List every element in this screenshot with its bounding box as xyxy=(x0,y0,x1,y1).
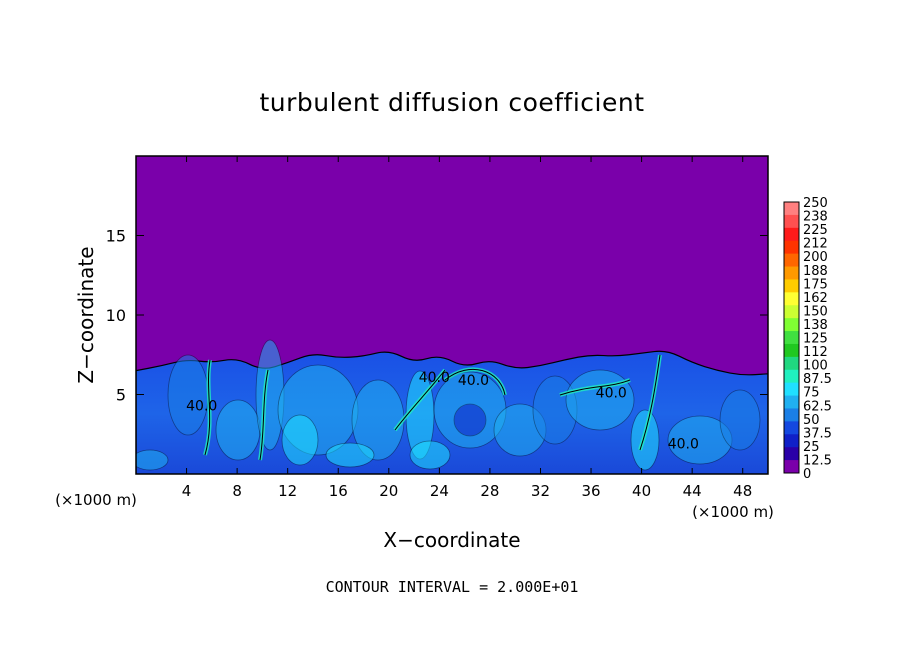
x-tick-label: 40 xyxy=(632,482,651,500)
colorbar-swatch xyxy=(784,305,799,319)
colorbar-tick-label: 212 xyxy=(803,237,828,252)
colorbar-tick-label: 62.5 xyxy=(803,399,832,414)
contour-label: 40.0 xyxy=(458,373,489,389)
colorbar-swatch xyxy=(784,343,799,358)
plot-area xyxy=(136,156,768,474)
colorbar-tick-label: 37.5 xyxy=(803,426,832,441)
colorbar-tick-label: 250 xyxy=(803,196,828,211)
colorbar-swatch xyxy=(784,382,799,397)
colorbar-tick-label: 0 xyxy=(803,467,811,482)
colorbar-swatch xyxy=(784,279,799,293)
colorbar-tick-label: 87.5 xyxy=(803,372,832,387)
colorbar-swatch xyxy=(784,227,799,242)
colorbar-tick-label: 75 xyxy=(803,386,820,401)
colorbar-swatch xyxy=(784,408,799,422)
y-tick-label: 15 xyxy=(106,227,126,246)
x-tick-label: 48 xyxy=(733,482,752,500)
colorbar-tick-label: 25 xyxy=(803,440,820,455)
colorbar-swatch xyxy=(784,434,799,448)
x-tick-label: 28 xyxy=(480,482,499,500)
contour-label: 40.0 xyxy=(668,437,699,453)
contour-labels: 40.0 40.0 40.0 40.0 40.0 xyxy=(186,370,699,453)
contour-label: 40.0 xyxy=(186,398,217,414)
colorbar-tick-label: 125 xyxy=(803,332,828,347)
colorbar-swatch xyxy=(784,331,799,345)
y-tick-label: 5 xyxy=(116,386,126,405)
colorbar-tick-label: 112 xyxy=(803,345,828,360)
colorbar-swatch xyxy=(784,266,799,280)
colorbar-tick-label: 150 xyxy=(803,304,828,319)
colorbar-swatch xyxy=(784,292,799,306)
colorbar-swatch xyxy=(784,253,799,268)
colorbar-swatch xyxy=(784,318,799,332)
colorbar-tick-label: 238 xyxy=(803,210,828,225)
x-unit-left: (×1000 m) xyxy=(55,491,137,509)
colorbar-tick-label: 225 xyxy=(803,223,828,238)
colorbar: 2502382252122001881751621501381251121008… xyxy=(783,196,832,482)
colorbar-swatch xyxy=(784,421,799,435)
x-axis: 4 8 12 16 20 24 28 32 36 40 44 48 xyxy=(182,156,752,500)
colorbar-tick-label: 200 xyxy=(803,250,828,265)
colorbar-swatch xyxy=(784,447,799,461)
colorbar-frame xyxy=(783,201,800,474)
colorbar-tick-label: 188 xyxy=(803,264,828,279)
colorbar-tick-label: 162 xyxy=(803,291,828,306)
y-axis-label: Z−coordinate xyxy=(74,246,98,383)
y-axis: 5 10 15 xyxy=(106,227,768,405)
colorbar-tick-label: 100 xyxy=(803,359,828,374)
colorbar-tick-label: 175 xyxy=(803,277,828,292)
x-tick-label: 44 xyxy=(683,482,702,500)
colorbar-swatch xyxy=(784,240,799,255)
x-tick-label: 32 xyxy=(531,482,550,500)
turbulent-eddies xyxy=(136,339,761,471)
x-tick-label: 16 xyxy=(329,482,348,500)
x-tick-label: 20 xyxy=(379,482,398,500)
contour-label: 40.0 xyxy=(419,370,450,386)
x-tick-label: 24 xyxy=(430,482,449,500)
colorbar-tick-label: 138 xyxy=(803,318,828,333)
x-tick-label: 12 xyxy=(278,482,297,500)
contour-label: 40.0 xyxy=(596,386,627,402)
chart-title: turbulent diffusion coefficient xyxy=(259,88,644,117)
colorbar-swatch xyxy=(784,202,799,216)
y-tick-label: 10 xyxy=(106,306,126,325)
x-axis-label: X−coordinate xyxy=(383,528,520,552)
colorbar-tick-label: 12.5 xyxy=(803,453,832,468)
colorbar-swatch xyxy=(784,395,799,409)
colorbar-swatch xyxy=(784,356,799,371)
colorbar-swatch xyxy=(784,369,799,384)
colorbar-swatch xyxy=(784,214,799,229)
colorbar-tick-label: 50 xyxy=(803,413,820,428)
x-unit-right: (×1000 m) xyxy=(692,503,774,521)
contour-interval-note: CONTOUR INTERVAL = 2.000E+01 xyxy=(326,578,579,596)
x-tick-label: 4 xyxy=(182,482,192,500)
colorbar-swatch xyxy=(784,460,799,474)
x-tick-label: 36 xyxy=(581,482,600,500)
x-tick-label: 8 xyxy=(232,482,242,500)
